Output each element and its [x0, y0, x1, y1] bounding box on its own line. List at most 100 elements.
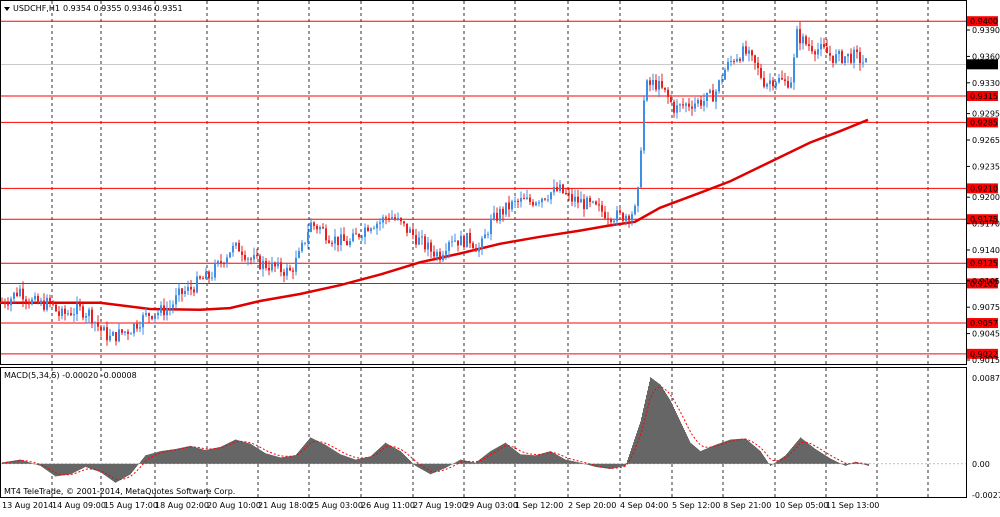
macd-bar — [270, 454, 271, 464]
macd-bar — [245, 442, 246, 464]
macd-bar — [301, 448, 302, 464]
macd-bar — [680, 421, 681, 464]
level-price-box — [967, 183, 998, 194]
macd-bar — [672, 404, 673, 464]
macd-bar — [385, 442, 386, 464]
candle-body — [598, 204, 600, 206]
candle-body — [430, 242, 432, 252]
candle-body — [541, 198, 543, 203]
macd-bar — [278, 456, 279, 464]
macd-bar — [90, 463, 91, 469]
candle-body — [445, 250, 447, 255]
macd-bar — [792, 446, 793, 464]
macd-bar — [409, 459, 410, 464]
macd-bar — [9, 461, 10, 464]
macd-bar — [240, 440, 241, 464]
candle-body — [622, 212, 624, 221]
candle-body — [10, 298, 12, 306]
macd-bar — [440, 463, 441, 471]
macd-bar — [626, 462, 627, 464]
macd-bar — [265, 453, 266, 464]
macd-bar — [95, 463, 96, 471]
time-tick-label: 5 Sep 12:00 — [672, 501, 720, 510]
macd-bar — [271, 454, 272, 464]
candle-body — [139, 327, 141, 329]
macd-bar — [621, 463, 622, 467]
macd-bar — [625, 463, 626, 466]
macd-bar — [681, 423, 682, 464]
macd-bar — [378, 449, 379, 464]
macd-bar — [791, 448, 792, 464]
macd-bar — [126, 463, 127, 477]
macd-bar — [753, 445, 754, 464]
macd-bar — [676, 413, 677, 464]
macd-bar — [838, 462, 839, 464]
macd-bar — [302, 446, 303, 464]
candle-body — [118, 329, 120, 342]
macd-bar — [273, 455, 274, 464]
candle-body — [409, 229, 411, 233]
macd-bar — [318, 441, 319, 464]
macd-bar — [5, 461, 6, 464]
macd-bar — [84, 463, 85, 468]
macd-bar — [699, 450, 700, 464]
macd-bar — [661, 386, 662, 464]
macd-bar — [164, 450, 165, 464]
candle-body — [772, 80, 774, 87]
macd-bar — [72, 463, 73, 474]
macd-bar — [473, 462, 474, 464]
candle-body — [652, 79, 654, 85]
candle-body — [292, 270, 294, 272]
candle-body — [805, 36, 807, 45]
candle-body — [835, 54, 837, 63]
macd-bar — [691, 443, 692, 464]
macd-bar — [803, 439, 804, 464]
macd-bar — [49, 463, 50, 473]
candle-body — [97, 322, 99, 327]
macd-bar — [504, 443, 505, 464]
candle-body — [412, 229, 414, 236]
macd-bar — [546, 452, 547, 464]
macd-bar — [637, 430, 638, 464]
price-axis[interactable]: 0.9390 0.9360 0.9330 0.9295 0.9265 0.9235 0.92… — [966, 26, 1000, 365]
macd-bar — [320, 442, 321, 464]
candle-body — [13, 292, 15, 299]
macd-bar — [359, 458, 360, 464]
moving-average — [0, 118, 869, 312]
macd-bar — [351, 458, 352, 464]
candle-body — [640, 150, 642, 188]
macd-bar — [113, 463, 114, 482]
macd-bar — [18, 459, 19, 464]
macd-bar — [89, 463, 90, 469]
macd-bar — [512, 448, 513, 464]
candle-body — [466, 232, 468, 248]
macd-bar — [486, 454, 487, 464]
macd-bar — [411, 461, 412, 464]
macd-bar — [165, 450, 166, 464]
candle-body — [595, 201, 597, 205]
candle-body — [298, 251, 300, 258]
macd-bar — [236, 439, 237, 464]
dropdown-triangle-icon[interactable] — [4, 7, 10, 11]
candle-body — [325, 228, 327, 241]
macd-bar — [746, 439, 747, 464]
macd-bar — [458, 460, 459, 464]
macd-bar — [503, 443, 504, 464]
macd-bar — [439, 463, 440, 471]
macd-bar — [619, 463, 620, 468]
macd-bar — [223, 445, 224, 464]
candle-body — [340, 234, 342, 246]
macd-tick-label: 0.00 — [972, 460, 990, 469]
macd-bar — [287, 456, 288, 464]
macd-bar — [614, 463, 615, 469]
candle-body — [349, 241, 351, 246]
candle-body — [754, 55, 756, 63]
macd-bar — [154, 452, 155, 464]
macd-axis[interactable]: 0.0087 0.00 -0.00277 — [972, 374, 1000, 500]
macd-bar — [369, 456, 370, 464]
macd-bar — [297, 452, 298, 464]
macd-bar — [446, 463, 447, 468]
